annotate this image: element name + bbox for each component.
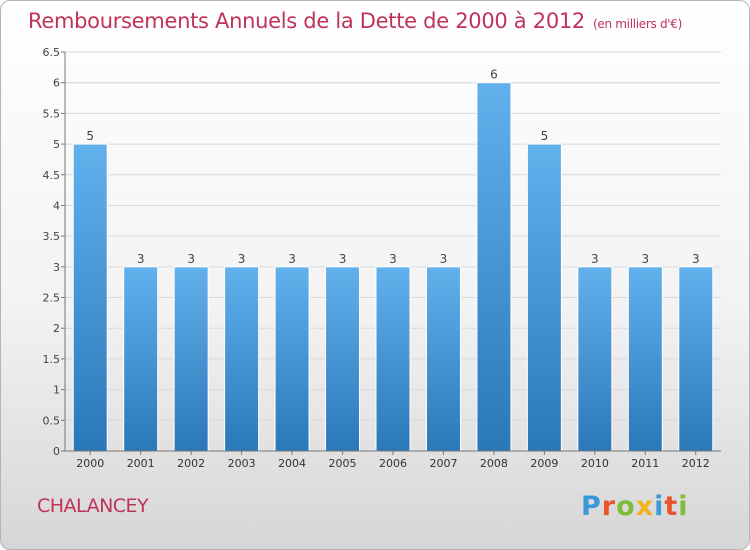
data-label: 5 — [86, 129, 94, 143]
bar — [627, 266, 663, 452]
y-tick-label: 5.5 — [43, 107, 61, 120]
logo-letter: x — [635, 491, 655, 522]
bar — [274, 266, 310, 452]
data-label: 6 — [490, 68, 498, 82]
logo-letter: i — [678, 491, 689, 522]
data-label: 3 — [238, 252, 246, 266]
logo-letter: i — [654, 491, 665, 522]
logo-letter: P — [581, 491, 602, 522]
data-label: 3 — [389, 252, 397, 266]
y-tick-label: 3 — [53, 261, 60, 274]
y-tick-label: 2 — [53, 322, 60, 335]
y-tick-label: 6 — [53, 77, 60, 90]
x-tick-label: 2010 — [581, 457, 609, 470]
bar — [678, 266, 714, 452]
y-tick-label: 6.5 — [43, 46, 61, 59]
data-label: 3 — [137, 252, 145, 266]
x-tick-label: 2009 — [530, 457, 558, 470]
bar — [577, 266, 613, 452]
x-tick-label: 2003 — [228, 457, 256, 470]
bar — [425, 266, 461, 452]
data-label: 3 — [440, 252, 448, 266]
bar — [123, 266, 159, 452]
proxiti-logo: Proxiti — [581, 491, 689, 522]
data-label: 3 — [591, 252, 599, 266]
data-label: 3 — [641, 252, 649, 266]
x-tick-label: 2007 — [429, 457, 457, 470]
x-tick-label: 2001 — [127, 457, 155, 470]
commune-name: CHALANCEY — [37, 495, 149, 517]
logo-letter: o — [616, 491, 636, 522]
chart-title-text: Remboursements Annuels de la Dette de 20… — [28, 9, 585, 33]
y-tick-label: 3.5 — [43, 230, 61, 243]
bars: 5 3 3 3 3 3 3 3 6 5 3 3 3 — [72, 68, 714, 452]
y-tick-label: 0 — [53, 445, 60, 458]
axes: 0 0.5 1 1.5 2 2.5 3 3.5 4 4.5 5 5.5 6 6.5 2000 2001 2002… — [43, 46, 721, 470]
data-label: 3 — [288, 252, 296, 266]
bar — [476, 82, 512, 452]
x-tick-label: 2004 — [278, 457, 306, 470]
bar — [375, 266, 411, 452]
x-tick-label: 2002 — [177, 457, 205, 470]
logo-letter: t — [664, 491, 679, 522]
bar — [526, 143, 562, 452]
data-label: 5 — [541, 129, 549, 143]
chart-title: Remboursements Annuels de la Dette de 20… — [28, 9, 682, 33]
logo-letter: r — [601, 491, 617, 522]
y-tick-label: 2.5 — [43, 292, 61, 305]
y-tick-label: 5 — [53, 138, 60, 151]
bar — [325, 266, 361, 452]
bar — [72, 143, 108, 452]
data-label: 3 — [187, 252, 195, 266]
y-tick-label: 1.5 — [43, 353, 61, 366]
x-tick-label: 2005 — [329, 457, 357, 470]
y-tick-label: 4 — [53, 199, 60, 212]
bar — [224, 266, 260, 452]
data-label: 3 — [339, 252, 347, 266]
y-tick-label: 4.5 — [43, 169, 61, 182]
y-tick-label: 0.5 — [43, 414, 61, 427]
unit-note: (en milliers d'€) — [593, 17, 683, 31]
x-tick-label: 2000 — [76, 457, 104, 470]
x-tick-label: 2008 — [480, 457, 508, 470]
x-tick-label: 2006 — [379, 457, 407, 470]
x-tick-label: 2012 — [682, 457, 710, 470]
x-tick-label: 2011 — [631, 457, 659, 470]
data-label: 3 — [692, 252, 700, 266]
bar — [173, 266, 209, 452]
y-tick-label: 1 — [53, 384, 60, 397]
